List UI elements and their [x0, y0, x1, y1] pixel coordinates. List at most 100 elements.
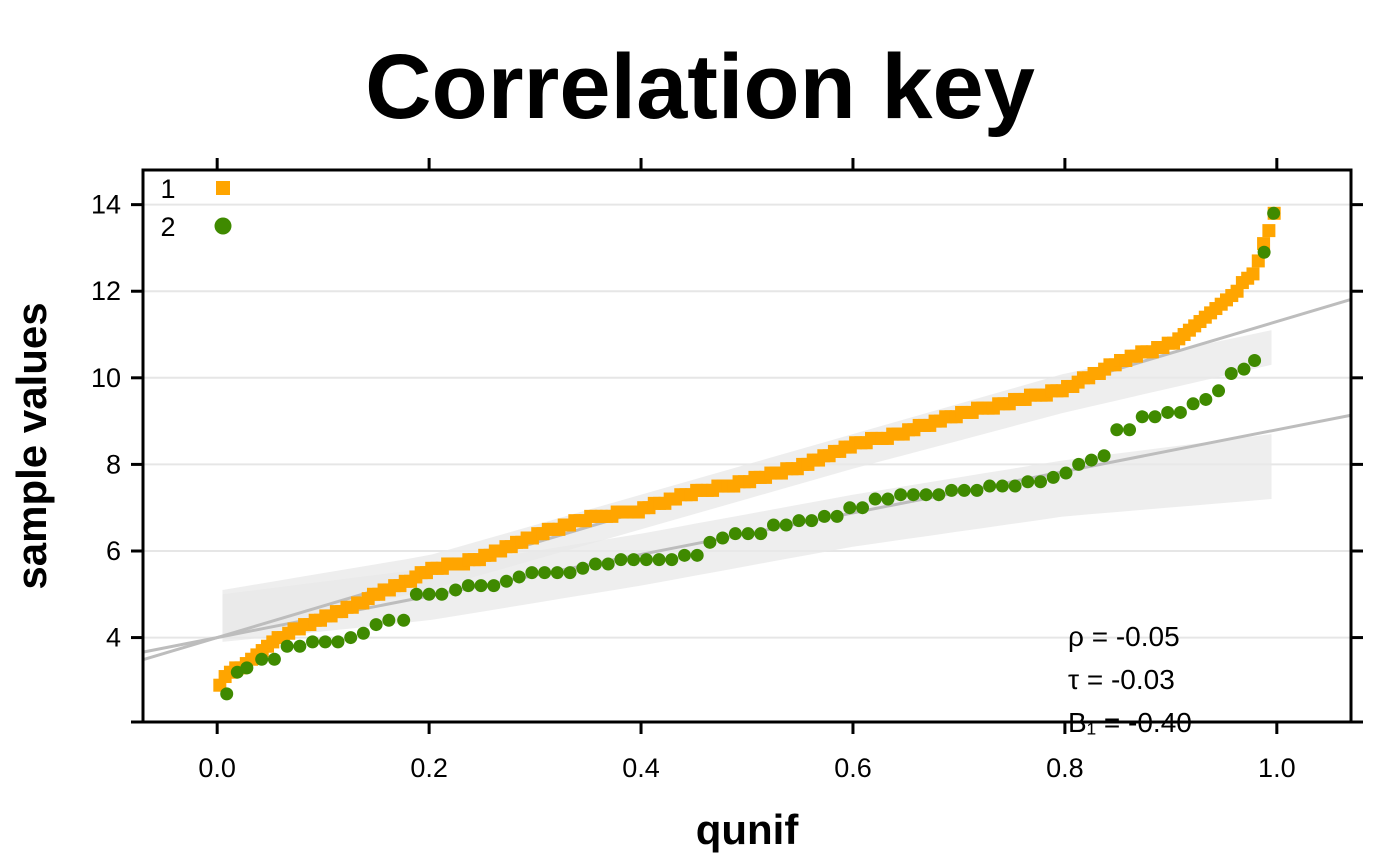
point-series-2	[474, 579, 488, 593]
point-series-2	[1257, 245, 1271, 259]
y-tick-label: 6	[106, 536, 121, 566]
point-series-2	[435, 587, 449, 601]
point-series-2	[728, 527, 742, 541]
point-series-2	[1212, 384, 1226, 398]
point-series-2	[919, 488, 933, 502]
y-tick-label: 8	[106, 449, 121, 479]
point-series-2	[1199, 392, 1213, 406]
point-series-2	[1021, 475, 1035, 489]
point-series-2	[932, 488, 946, 502]
point-series-2	[868, 492, 882, 506]
point-series-2	[1248, 353, 1262, 367]
point-series-2	[1173, 405, 1187, 419]
point-series-2	[957, 483, 971, 497]
point-series-2	[293, 639, 307, 653]
point-series-2	[369, 618, 383, 632]
point-series-2	[830, 509, 844, 523]
point-series-2	[614, 553, 628, 567]
stat-label: τ = -0.03	[1068, 664, 1175, 695]
point-series-2	[356, 626, 370, 640]
x-tick-label: 0.0	[198, 753, 236, 783]
point-series-2	[665, 553, 679, 567]
point-series-2	[220, 687, 234, 701]
grid-lines	[143, 203, 1351, 639]
point-series-2	[1135, 410, 1149, 424]
plot-frame	[141, 168, 1353, 724]
point-series-2	[652, 553, 666, 567]
point-series-2	[677, 548, 691, 562]
point-series-2	[843, 501, 857, 515]
x-tick-label: 0.8	[1046, 753, 1084, 783]
point-series-2	[945, 483, 959, 497]
point-series-2	[970, 483, 984, 497]
point-series-2	[449, 583, 463, 597]
x-tick-label: 1.0	[1258, 753, 1296, 783]
point-series-2	[550, 566, 564, 580]
point-series-2	[601, 557, 615, 571]
point-series-2	[538, 566, 552, 580]
point-series-2	[995, 479, 1009, 493]
point-series-2	[525, 566, 539, 580]
legend-label-series-2: 2	[160, 212, 175, 242]
point-series-2	[766, 518, 780, 532]
point-series-2	[703, 535, 717, 549]
legend: 12	[160, 174, 232, 242]
chart-title: Correlation key	[365, 36, 1035, 138]
point-series-2	[805, 514, 819, 528]
point-series-2	[1034, 475, 1048, 489]
y-tick-label: 4	[106, 623, 121, 653]
point-series-2	[1110, 423, 1124, 437]
point-series-2	[1267, 206, 1281, 220]
point-series-2	[588, 557, 602, 571]
point-series-2	[881, 492, 895, 506]
point-series-2	[512, 570, 526, 584]
point-series-2	[1046, 470, 1060, 484]
point-series-2	[1148, 410, 1162, 424]
x-tick-label: 0.4	[622, 753, 660, 783]
stat-label: B₁ = -0.40	[1068, 707, 1192, 738]
point-series-2	[576, 561, 590, 575]
point-series-2	[741, 527, 755, 541]
legend-marker-series-2	[214, 217, 232, 235]
point-series-2	[1084, 453, 1098, 467]
legend-marker-series-1	[216, 181, 230, 195]
point-series-2	[1072, 457, 1086, 471]
point-series-2	[382, 613, 396, 627]
point-series-2	[306, 635, 320, 649]
y-tick-label: 10	[91, 363, 121, 393]
point-series-2	[1123, 423, 1137, 437]
point-series-2	[461, 579, 475, 593]
point-series-1	[1246, 267, 1260, 281]
point-series-2	[906, 488, 920, 502]
point-series-2	[639, 553, 653, 567]
point-series-2	[627, 553, 641, 567]
point-series-2	[1097, 449, 1111, 463]
point-series-2	[240, 661, 254, 675]
point-series-2	[409, 587, 423, 601]
point-series-2	[318, 635, 332, 649]
point-series-2	[487, 579, 501, 593]
point-series-2	[499, 574, 513, 588]
point-series-2	[280, 639, 294, 653]
correlation-stats: ρ = -0.05 τ = -0.03 B₁ = -0.40	[1068, 621, 1192, 738]
y-tick-label: 14	[91, 190, 121, 220]
point-series-2	[894, 488, 908, 502]
point-series-2	[817, 509, 831, 523]
y-axis-title: sample values	[8, 302, 55, 589]
y-tick-label: 12	[91, 276, 121, 306]
point-series-2	[397, 613, 411, 627]
legend-label-series-1: 1	[160, 174, 175, 204]
x-axis-title: qunif	[696, 806, 800, 853]
point-series-2	[1237, 362, 1251, 376]
point-series-2	[754, 527, 768, 541]
x-tick-label: 0.6	[834, 753, 872, 783]
point-series-2	[344, 631, 358, 645]
stat-label: ρ = -0.05	[1068, 621, 1180, 652]
point-series-2	[856, 501, 870, 515]
point-series-2	[983, 479, 997, 493]
point-series-2	[1224, 366, 1238, 380]
point-series-2	[422, 587, 436, 601]
data-points	[213, 206, 1281, 701]
